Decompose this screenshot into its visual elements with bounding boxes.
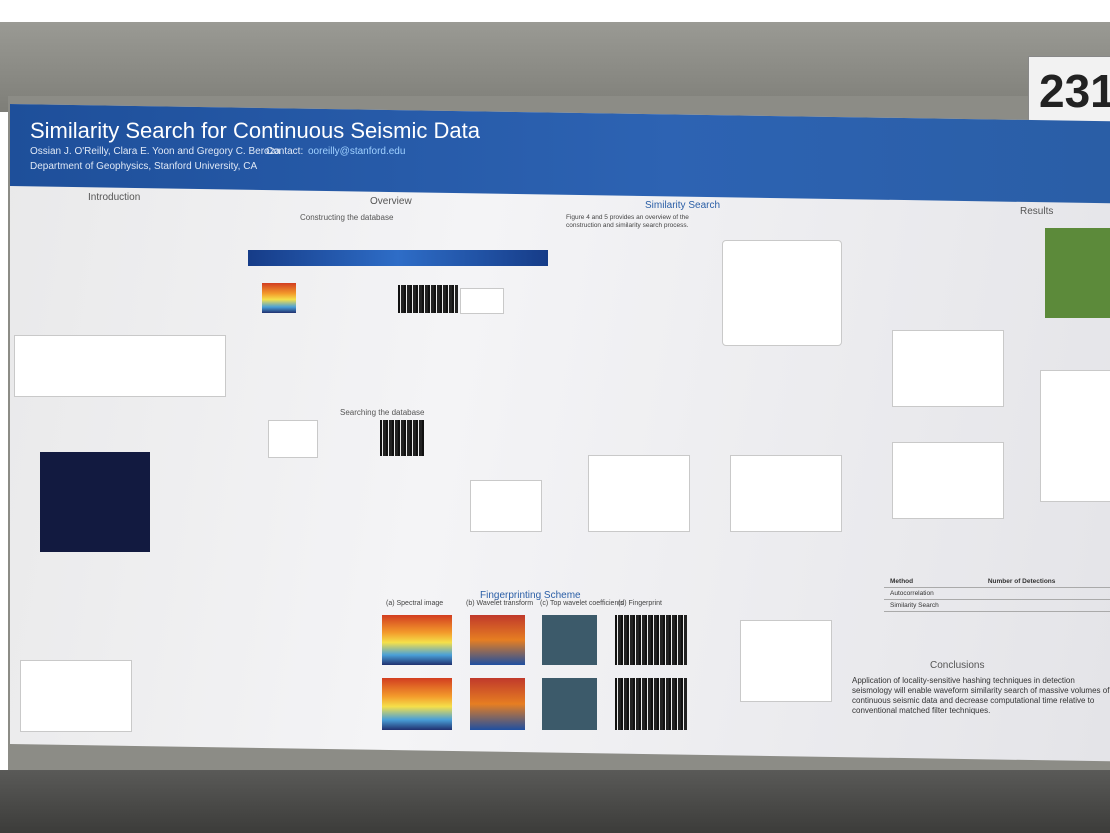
contact-label: Contact: (266, 146, 303, 157)
section-heading: Overview (370, 196, 412, 207)
waveform-figure (14, 335, 226, 397)
search-box (460, 288, 504, 314)
poster-title: Similarity Search for Continuous Seismic… (30, 118, 480, 144)
similarity-matrix (40, 452, 150, 552)
results-table: Method Number of Detections Autocorrelat… (884, 576, 1110, 612)
event-plot (1040, 370, 1110, 502)
coefficient-image (542, 615, 597, 665)
detection-plot (892, 442, 1004, 519)
spectral-image (262, 283, 296, 313)
probability-plot (588, 455, 690, 532)
fingerprint-image (615, 678, 687, 730)
fingerprint-image (380, 420, 424, 456)
wavelet-image (470, 678, 525, 730)
waveform-plot (470, 480, 542, 532)
spectral-image (382, 615, 452, 665)
panel-label: (b) Wavelet transform (466, 600, 533, 608)
fingerprint-image (615, 615, 687, 665)
runtime-plot (20, 660, 132, 732)
contact: ooreilly@stanford.edu (308, 146, 405, 157)
table-cell: Autocorrelation (884, 588, 982, 600)
table-row: Similarity Search (884, 600, 1110, 612)
authors: Ossian J. O'Reilly, Clara E. Yoon and Gr… (30, 146, 280, 157)
query-time-plot (730, 455, 842, 532)
booth-number: 231 (1028, 56, 1110, 124)
table-header: Method (884, 576, 982, 588)
compression-plot (740, 620, 832, 702)
paragraph: Figure 4 and 5 provides an overview of t… (566, 214, 706, 230)
table-row: Autocorrelation (884, 588, 1110, 600)
table-header-row: Method Number of Detections (884, 576, 1110, 588)
panel-label: (c) Top wavelet coefficients (540, 600, 624, 608)
panel-label: (a) Spectral image (386, 600, 443, 608)
panel-label: (d) Fingerprint (618, 600, 662, 608)
scene: 231 Similarity Search for Continuous Sei… (0, 0, 1110, 833)
table-header: Number of Detections (982, 576, 1110, 588)
floor (0, 770, 1110, 833)
section-heading: Introduction (88, 192, 140, 203)
conclusions-text: Application of locality-sensitive hashin… (852, 676, 1110, 716)
detection-plot (892, 330, 1004, 407)
table-cell: Similarity Search (884, 600, 982, 612)
table-cell (982, 588, 1110, 600)
affiliation: Department of Geophysics, Stanford Unive… (30, 161, 257, 172)
fingerprint-image (398, 285, 458, 313)
section-heading: Similarity Search (645, 200, 720, 211)
wavelet-image (470, 615, 525, 665)
section-heading: Conclusions (930, 660, 984, 671)
spectrogram (248, 250, 548, 266)
map (1045, 228, 1110, 318)
subheading: Constructing the database (300, 213, 393, 222)
query-image (268, 420, 318, 458)
spectral-image (382, 678, 452, 730)
coefficient-image (542, 678, 597, 730)
section-heading: Results (1020, 206, 1053, 217)
hash-diagram (722, 240, 842, 346)
table-cell (982, 600, 1110, 612)
subheading: Searching the database (340, 408, 425, 417)
page: Poster photo html, body { margin: 0; pad… (0, 0, 1110, 833)
